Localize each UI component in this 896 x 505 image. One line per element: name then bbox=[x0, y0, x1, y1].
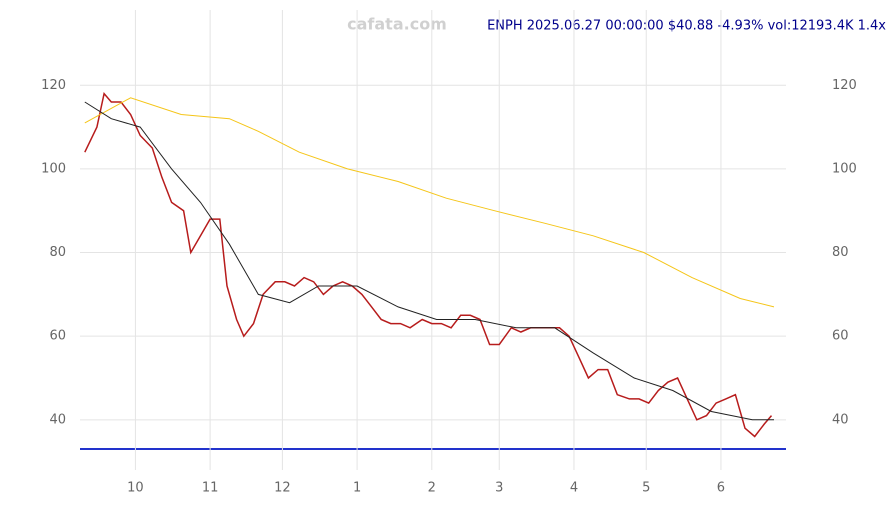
y-tick-label-right: 120 bbox=[832, 78, 857, 93]
x-tick-label: 11 bbox=[202, 481, 219, 496]
y-tick-label-right: 40 bbox=[832, 412, 849, 427]
x-tick-label: 6 bbox=[717, 481, 725, 496]
x-tick-label: 12 bbox=[274, 481, 291, 496]
x-tick-label: 5 bbox=[642, 481, 650, 496]
x-tick-label: 2 bbox=[428, 481, 436, 496]
series-line bbox=[84, 101, 774, 421]
chart-title: ENPH 2025.06.27 00:00:00 $40.88 -4.93% v… bbox=[487, 19, 886, 34]
y-tick-label: 120 bbox=[41, 78, 66, 93]
x-tick-label: 3 bbox=[495, 481, 503, 496]
y-tick-label: 80 bbox=[49, 245, 66, 260]
watermark: cafata.com bbox=[347, 15, 447, 34]
x-tick-label: 4 bbox=[570, 481, 578, 496]
y-tick-label-right: 100 bbox=[832, 161, 857, 176]
x-tick-label: 10 bbox=[127, 481, 144, 496]
y-tick-label-right: 80 bbox=[832, 245, 849, 260]
y-tick-label: 40 bbox=[49, 412, 66, 427]
y-tick-label: 60 bbox=[49, 329, 66, 344]
x-tick-label: 1 bbox=[353, 481, 361, 496]
y-tick-label: 100 bbox=[41, 161, 66, 176]
y-tick-label-right: 60 bbox=[832, 329, 849, 344]
series-line bbox=[84, 97, 775, 308]
series-line bbox=[84, 91, 773, 438]
